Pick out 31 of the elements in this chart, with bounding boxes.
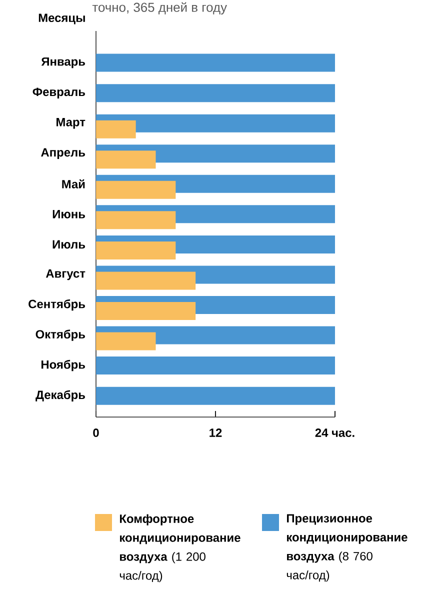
bar (96, 120, 136, 138)
y-tick-label: Март (56, 118, 86, 129)
bar (96, 54, 335, 72)
bar (96, 302, 196, 320)
y-tick-label: Июнь (52, 210, 85, 218)
bar (96, 150, 156, 169)
y-tick-label: Октябрь (36, 330, 85, 341)
x-tick-label: 0 (93, 428, 99, 437)
bar (96, 180, 176, 199)
y-tick-label: Февраль (32, 88, 85, 98)
bar (96, 241, 176, 260)
bar (96, 84, 335, 102)
legend-label: Комфортное кондиционирование воздуха (1 200 час/год) (120, 514, 240, 582)
y-tick-label: Январь (41, 57, 85, 68)
bar (96, 211, 176, 230)
bar (96, 332, 156, 350)
y-tick-label: Май (62, 179, 85, 188)
y-tick-label: Июль (52, 240, 85, 249)
bar (96, 356, 335, 375)
x-tick-label: 12 (210, 428, 222, 437)
x-tick-label: 24 час. (315, 428, 354, 437)
chart-subtitle: точно, 365 дней в году (92, 2, 227, 14)
y-tick-label: Декабрь (36, 390, 85, 402)
legend-label: Прецизионное кондиционирование воздуха (8 760 час/год) (286, 514, 408, 582)
y-tick-label: Ноябрь (41, 360, 85, 372)
y-tick-label: Август (46, 269, 86, 280)
y-tick-label: Апрель (41, 148, 85, 159)
bar (96, 386, 335, 405)
bar (96, 272, 196, 290)
y-axis-title: Месяцы (38, 14, 85, 24)
y-tick-label: Сентябрь (28, 299, 85, 311)
